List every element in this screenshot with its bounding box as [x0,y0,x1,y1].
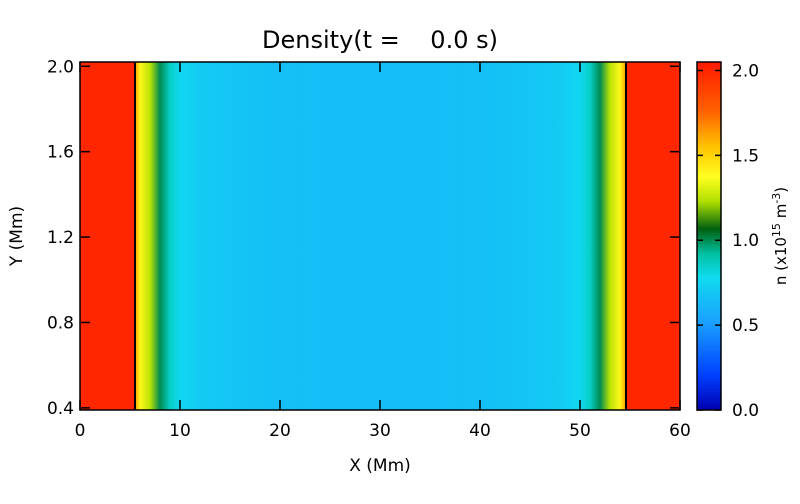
colorbar [696,61,722,411]
x-tick-label: 0 [75,421,86,441]
x-tick-label: 50 [569,421,591,441]
x-tick-label: 40 [469,421,491,441]
y-tick-label: 2.0 [47,57,74,77]
colorbar-tick-label: 1.0 [732,231,759,251]
colorbar-tick-label: 2.0 [732,61,759,81]
colorbar-label-exp1: 15 [770,223,783,237]
colorbar-tick-label: 1.5 [732,146,759,166]
x-tick-label: 30 [369,421,391,441]
colorbar-label-suffix: ) [772,187,790,193]
colorbar-label-mid: m [772,204,790,223]
colorbar-label-exp2: -3 [770,193,783,204]
colorbar-label: n (x1015 m-3) [770,187,790,285]
density-heatmap [80,62,680,410]
y-tick-label: 0.4 [47,399,74,419]
y-tick-label: 1.6 [47,143,74,163]
y-tick-label: 1.2 [47,228,74,248]
colorbar-tick-label: 0.5 [732,316,759,336]
x-tick-label: 10 [169,421,191,441]
y-tick-label: 0.8 [47,313,74,333]
x-tick-label: 20 [269,421,291,441]
colorbar-tick-label: 0.0 [732,401,759,421]
chart-title: Density(t = 0.0 s) [262,26,498,54]
y-axis-label: Y (Mm) [7,206,27,267]
x-axis-label: X (Mm) [349,456,411,476]
colorbar-label-prefix: n (x10 [772,237,790,285]
x-tick-label: 60 [669,421,691,441]
